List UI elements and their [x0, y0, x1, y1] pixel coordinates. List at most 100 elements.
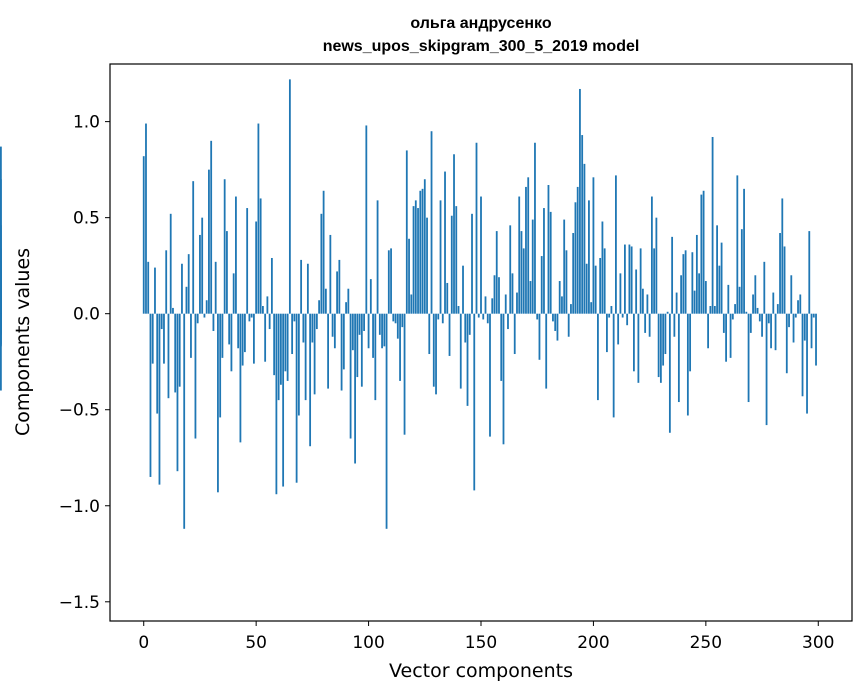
bar-component-151 [482, 313, 485, 320]
bar-component-192 [574, 202, 577, 314]
bar-component-292 [799, 294, 802, 314]
bar-component-42 [237, 313, 240, 349]
bar-component-197 [585, 263, 588, 314]
bar-component-228 [655, 217, 658, 314]
y-tick-label: 0.0 [73, 305, 100, 325]
bar-component-204 [601, 221, 604, 314]
bar-component-27 [203, 313, 206, 318]
bar-component-270 [749, 313, 752, 333]
bar-component-71 [302, 313, 305, 343]
x-tick-label: 50 [245, 633, 267, 653]
bar-component-256 [718, 265, 721, 314]
bar-component-23 [194, 313, 197, 439]
bar-component-56 [268, 313, 271, 330]
bar-component-65 [288, 79, 291, 314]
bar-component-194 [579, 88, 581, 314]
bar-component-167 [518, 196, 521, 314]
bar-component-15 [176, 313, 179, 472]
bar-component-38 [228, 313, 231, 345]
bar-component-80 [322, 190, 325, 314]
bar-component-1 [145, 123, 147, 314]
bar-component-158 [498, 277, 500, 314]
bar-component-159 [500, 313, 503, 381]
bar-component-245 [693, 290, 696, 314]
bar-component-258 [722, 313, 725, 333]
bar-component-103 [374, 313, 377, 401]
bar-component-185 [558, 281, 561, 314]
bar-component-143 [464, 313, 467, 343]
bar-component-17 [181, 263, 183, 314]
bar-component-77 [315, 313, 318, 330]
bar-component-76 [313, 313, 316, 395]
bar-component-296 [808, 231, 811, 314]
bar-component-63 [284, 313, 287, 372]
bar-component-285 [783, 246, 786, 314]
bar-component-59 [275, 313, 278, 495]
bar-component-207 [608, 313, 611, 318]
bar-component-86 [336, 271, 338, 314]
bar-component-10 [165, 250, 168, 314]
bar-component-268 [745, 311, 748, 314]
bar-component-131 [437, 313, 440, 320]
bar-component-273 [756, 307, 759, 314]
bar-component-229 [657, 313, 660, 378]
bar-component-130 [435, 313, 437, 395]
bar-component-184 [556, 313, 559, 341]
bar-component-73 [306, 263, 309, 314]
bar-component-211 [617, 313, 620, 345]
bar-component-183 [554, 313, 557, 331]
bar-component-81 [324, 288, 327, 314]
bar-component-46 [246, 208, 249, 314]
bar-component-39 [230, 313, 233, 372]
bar-component-106 [381, 313, 383, 349]
bar-component-298 [812, 313, 815, 318]
bar-component-284 [781, 198, 784, 314]
bar-component-29 [208, 169, 210, 314]
bar-component-100 [367, 313, 370, 349]
bar-component-179 [545, 313, 548, 389]
bar-component-72 [304, 313, 307, 401]
bar-component-287 [788, 313, 790, 328]
bar-component-115 [401, 313, 404, 328]
bar-component-75 [311, 313, 314, 343]
bar-component-239 [680, 275, 683, 314]
bars-group [0, 79, 817, 529]
bar-component-49 [253, 313, 255, 364]
bar-component-104 [376, 200, 379, 314]
bar-component-267 [743, 188, 745, 314]
x-tick-label: 250 [690, 633, 722, 653]
bar-component-208 [610, 306, 613, 314]
y-tick-label: −0.5 [59, 401, 100, 421]
bar-component-135 [446, 282, 449, 314]
bar-component-85 [333, 313, 336, 349]
bar-component-40 [232, 273, 235, 314]
bar-component-128 [430, 131, 433, 314]
bar-component-11 [167, 313, 170, 399]
y-axis-label: Components values [12, 248, 34, 436]
bar-component-129 [432, 313, 435, 387]
bar-component-95 [356, 313, 359, 378]
bar-component-177 [540, 256, 543, 314]
bar-component-58 [273, 313, 276, 376]
bar-component-149 [477, 313, 480, 318]
bar-component-201 [594, 265, 597, 314]
bar-component-134 [444, 171, 446, 314]
chart-title-line-1: ольга андрусенко [410, 15, 551, 32]
bar-component-226 [650, 196, 653, 314]
bar-component-34 [219, 313, 222, 418]
bar-component-262 [731, 313, 734, 320]
bar-component-4 [151, 313, 154, 364]
bar-component-144 [466, 313, 469, 406]
bar-component-5 [154, 267, 156, 314]
bar-component-2 [147, 261, 150, 314]
bar-component-214 [624, 244, 626, 314]
bar-component-87 [338, 259, 341, 314]
bar-component-264 [736, 175, 739, 314]
bar-component-113 [396, 313, 399, 339]
bar-component-175 [536, 313, 539, 320]
bar-component-68 [295, 313, 298, 483]
bar-component-147 [473, 313, 476, 491]
x-tick-label: 200 [577, 633, 609, 653]
bar-component-74 [309, 313, 312, 447]
bar-component-280 [772, 292, 775, 314]
